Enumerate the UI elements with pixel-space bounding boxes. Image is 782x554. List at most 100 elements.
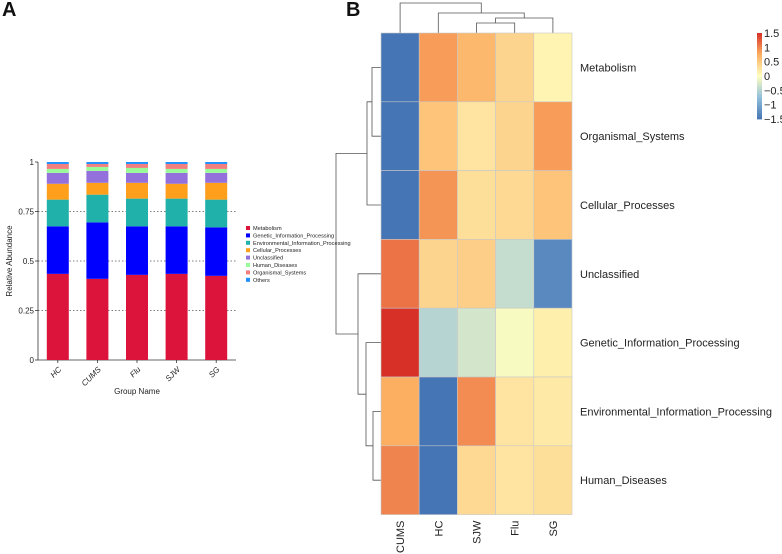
heatmap-cell — [380, 170, 420, 240]
heatmap-cell — [418, 239, 458, 309]
bar-segment — [126, 163, 148, 168]
legend-swatch — [246, 270, 250, 275]
colorbar-segment — [757, 35, 762, 38]
bar-segment — [165, 163, 188, 169]
colorbar-segment — [757, 67, 762, 70]
dendrogram-branch — [399, 2, 482, 33]
dendrogram-branch — [495, 17, 554, 33]
x-tick-label: Flu — [128, 365, 143, 380]
heatmap-cell — [495, 32, 535, 103]
heatmap-chart: Metabolism Organismal_Systems Cellular_Pro… — [335, 2, 782, 553]
bar-segment — [86, 166, 109, 171]
bar-segment — [165, 198, 188, 227]
colorbar-segment — [757, 93, 762, 96]
row-label: Organismal_Systems — [580, 131, 685, 143]
y-tick-label: 1 — [30, 158, 35, 167]
legend-swatch — [246, 248, 250, 253]
colorbar-segment — [757, 91, 762, 94]
colorbar-segment — [757, 113, 762, 116]
colorbar-segment — [757, 103, 762, 106]
bar-segment — [86, 170, 109, 183]
heatmap-cell — [495, 445, 535, 515]
heatmap-cell — [533, 32, 573, 103]
heatmap-cell — [380, 376, 420, 447]
bar-segment — [126, 162, 148, 164]
row-labels: Metabolism Organismal_Systems Cellular_Pro… — [580, 62, 772, 487]
colorbar-segment — [757, 49, 762, 52]
colorbar-tick-label: −1 — [764, 100, 777, 112]
bar-segment — [86, 278, 109, 360]
legend-swatch — [246, 255, 250, 260]
colorbar-tick-label: 0.5 — [764, 57, 779, 69]
x-tick-label: HC — [49, 365, 64, 380]
legend-swatch — [246, 240, 250, 245]
heatmap-cell — [418, 307, 458, 378]
legend-label: Human_Diseases — [253, 263, 297, 269]
legend-label: Unclassified — [253, 256, 283, 262]
dendrogram-branch — [476, 22, 516, 33]
bar-segment — [165, 162, 188, 164]
x-ticks: HC CUMS Flu SJW SG — [49, 360, 222, 388]
column-labels: CUMS HC SJW Flu SG — [395, 520, 560, 553]
colorbar-segment — [757, 73, 762, 76]
heatmap-cell — [380, 101, 420, 171]
legend-label: Cellular_Processes — [253, 248, 301, 254]
bar-segment — [126, 182, 148, 199]
column-label: SJW — [472, 520, 484, 544]
row-dendrogram — [335, 67, 381, 481]
heatmap-cell — [533, 170, 573, 240]
bar-segment — [165, 226, 188, 274]
colorbar-segment — [757, 81, 762, 84]
colorbar-segment — [757, 59, 762, 62]
colorbar-segment — [757, 53, 762, 56]
heatmap-cell — [457, 376, 496, 447]
colorbar-tick-label: 1 — [764, 42, 770, 54]
panel-a-letter: A — [2, 0, 16, 21]
x-tick-label: CUMS — [80, 365, 103, 388]
legend-label: Organismal_Systems — [253, 270, 306, 276]
x-tick-label: SJW — [164, 364, 183, 383]
dendrogram-branch — [335, 153, 367, 335]
colorbar-segment — [757, 111, 762, 114]
heatmap-cell — [418, 101, 458, 171]
bar-segment — [165, 273, 188, 360]
heatmap-cell — [533, 239, 573, 309]
heatmap-cell — [457, 239, 496, 309]
legend-label: Genetic_Information_Processing — [253, 233, 334, 239]
panel-b-letter: B — [346, 0, 360, 21]
bar-segment — [205, 227, 228, 276]
heatmap-cell — [495, 101, 535, 171]
bar-segment — [205, 275, 228, 360]
heatmap-cell — [457, 32, 496, 103]
dendrogram-branch — [372, 411, 381, 481]
legend-swatch — [246, 263, 250, 267]
bar-segment — [205, 162, 228, 164]
legend-label: Environmental_Information_Processing — [253, 241, 351, 247]
heatmap-cell — [533, 101, 573, 171]
colorbar-segment — [757, 55, 762, 58]
colorbar-segment — [757, 83, 762, 86]
colorbar-segment — [757, 79, 762, 82]
bar-segment — [165, 183, 188, 199]
colorbar-segment — [757, 105, 762, 108]
legend-label: Metabolism — [253, 226, 282, 232]
bar-segment — [86, 194, 109, 223]
row-label: Human_Diseases — [580, 475, 667, 487]
colorbar-tick-label: −1.5 — [764, 114, 782, 126]
bar-segment — [46, 162, 69, 164]
column-label: Flu — [510, 521, 522, 536]
colorbar-segment — [757, 47, 762, 50]
column-label: HC — [433, 521, 445, 537]
heatmap-cell — [533, 307, 573, 378]
heatmap-cell — [495, 170, 535, 240]
colorbar-segment — [757, 95, 762, 98]
y-tick-label: 0.25 — [18, 307, 34, 316]
heatmap-cell — [380, 239, 420, 309]
colorbar-segment — [757, 71, 762, 74]
y-tick-label: 0.5 — [23, 257, 35, 266]
heatmap-cell — [418, 445, 458, 515]
dendrogram-branch — [371, 67, 381, 137]
colorbar-segment — [757, 63, 762, 66]
colorbar-segment — [757, 101, 762, 104]
